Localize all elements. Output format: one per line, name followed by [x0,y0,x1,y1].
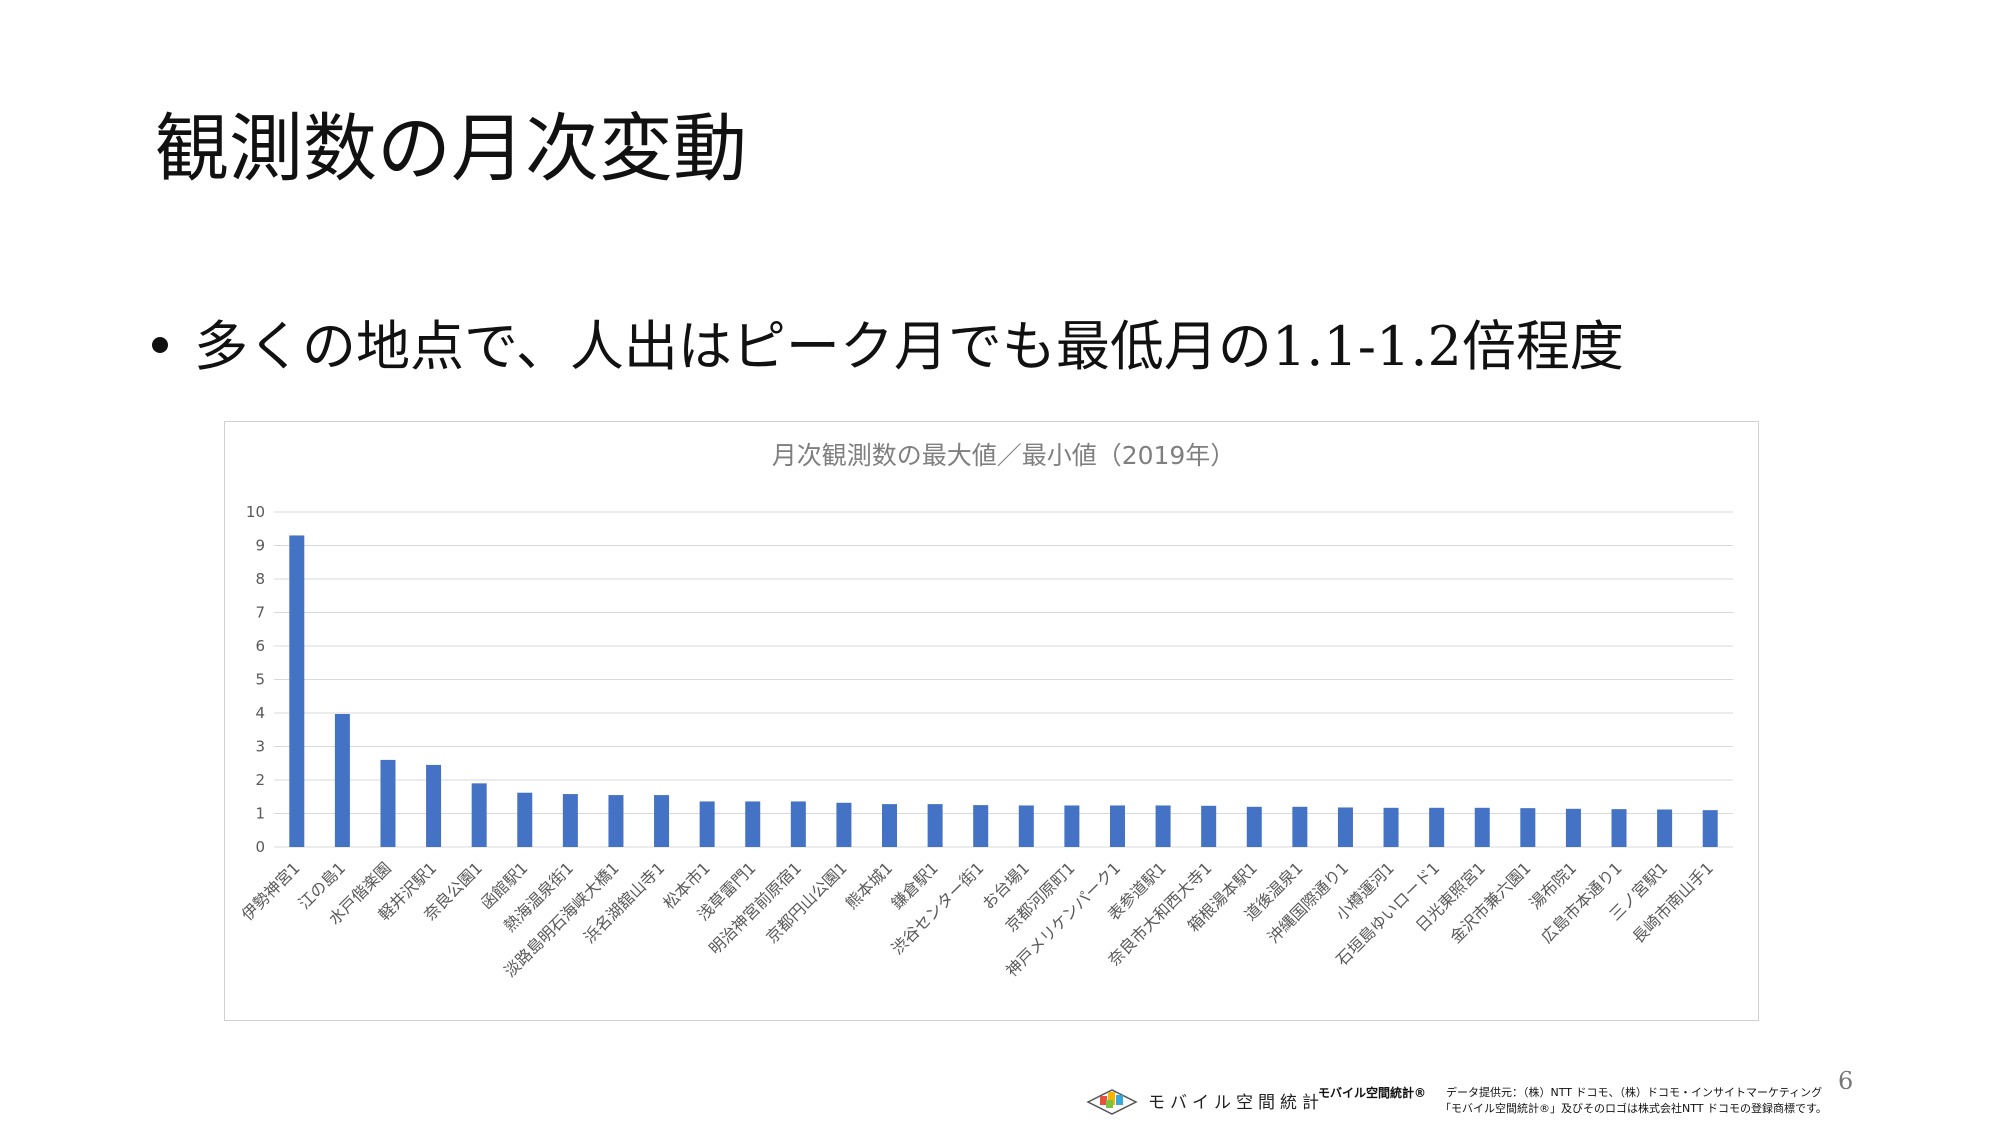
y-tick-label: 6 [255,637,265,655]
page-number: 6 [1838,1067,1854,1095]
y-tick-label: 7 [255,604,265,622]
y-tick-label: 0 [255,838,265,856]
bar [289,535,305,847]
bar [654,795,670,847]
bar [1702,810,1718,847]
bar [426,764,442,847]
bar [1109,805,1125,847]
bar [745,801,761,847]
data-credit-line: データ提供元：（株）NTT ドコモ、（株）ドコモ・インサイトマーケティング [1446,1086,1823,1099]
bar [517,792,533,847]
bar [334,714,350,847]
bar [1155,805,1171,847]
bar [790,801,806,847]
bar [699,801,715,847]
bar [927,804,943,847]
bullet-text: 多くの地点で、人出はピーク月でも最低月の1.1-1.2倍程度 [194,315,1624,378]
bar [1018,805,1034,847]
bar [882,804,898,847]
bar [1201,805,1217,847]
bar [608,795,624,847]
y-tick-label: 1 [255,805,265,823]
bar-chart: 月次観測数の最大値／最小値（2019年）012345678910伊勢神宮1江の島… [238,441,1733,981]
bar [1520,808,1536,847]
x-tick-label: 浜名湖舘山寺1 [580,858,669,947]
bar [1337,807,1353,847]
y-tick-label: 2 [255,771,265,789]
bar [471,783,487,847]
bar [380,759,396,847]
chart-frame: 月次観測数の最大値／最小値（2019年） 0 1 2 3 4 5 6 7 8 9 10 伊勢神宮1 江の島… [224,421,1759,1021]
bullet-item: 多くの地点で、人出はピーク月でも最低月の1.1-1.2倍程度 [152,320,1624,374]
footer: モバイル空間統計 モバイル空間統計® データ提供元：（株）NTT ドコモ、（株）… [1078,1078,1838,1118]
bar [1292,806,1308,847]
y-tick-label: 5 [255,671,265,689]
bar [562,794,578,847]
bar [1246,806,1262,847]
bar [1611,809,1627,847]
bullet-dot [152,337,168,353]
bar [1565,808,1581,847]
mobile-spatial-statistics-logo-icon [1086,1089,1138,1115]
y-tick-label: 3 [255,738,265,756]
x-tick-label: 伊勢神宮1 [238,858,304,924]
bar [1064,805,1080,847]
x-tick-label: 京都円山公園1 [762,858,851,947]
trademark-credit-line: 「モバイル空間統計®」及びそのロゴは株式会社NTT ドコモの登録商標です。 [1440,1102,1827,1115]
slide-title: 観測数の月次変動 [155,106,747,192]
bar [1383,807,1399,847]
bar [836,802,852,847]
chart-title: 月次観測数の最大値／最小値（2019年） [772,441,1236,470]
bar [973,805,989,847]
x-tick-label: 熊本城1 [842,858,897,913]
y-tick-label: 9 [255,537,265,555]
x-tick-label: 金沢市兼六園1 [1446,858,1535,947]
y-tick-label: 4 [255,704,265,722]
brand-text: モバイル空間統計® [1318,1086,1427,1100]
bar [1657,809,1673,847]
logo-text: モバイル空間統計 [1148,1093,1324,1113]
y-tick-label: 8 [255,570,265,588]
y-tick-label: 10 [246,503,265,521]
x-tick-label: 長崎市南山手1 [1629,858,1718,947]
bar [1474,807,1490,847]
bar [1429,807,1445,847]
